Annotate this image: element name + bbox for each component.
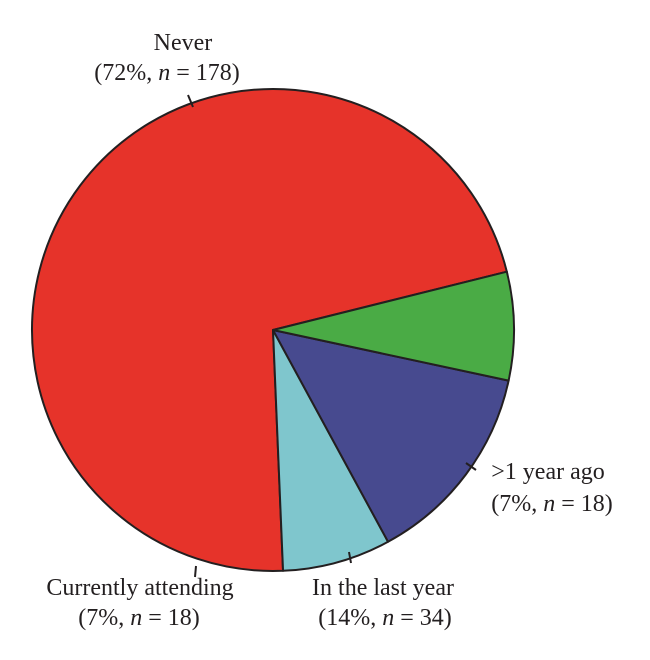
label-last-year: In the last year <box>312 575 454 601</box>
pie-slices <box>31 87 515 572</box>
label-over-1-year: >1 year ago <box>491 459 604 485</box>
leader-over-1-year <box>465 462 477 471</box>
label-currently-attending-stats: (7%, n = 18) <box>78 605 200 631</box>
label-over-1-year-stats: (7%, n = 18) <box>491 491 613 517</box>
leader-last-year <box>348 551 352 564</box>
label-never-stats: (72%, n = 178) <box>94 60 240 86</box>
label-over-1-year-name: >1 year ago <box>491 459 604 485</box>
label-last-year-name: In the last year <box>312 575 454 601</box>
leader-never <box>187 94 194 108</box>
slice-never <box>31 87 508 572</box>
label-currently-attending-name: Currently attending <box>46 575 233 601</box>
leader-currently-attending <box>194 565 197 578</box>
slice-over-1-year <box>272 329 390 572</box>
label-never: Never <box>154 30 213 56</box>
slice-currently-attending <box>272 270 515 382</box>
label-currently-attending: Currently attending <box>46 575 233 601</box>
label-last-year-stats: (14%, n = 34) <box>318 605 452 631</box>
label-never-name: Never <box>154 30 213 56</box>
slice-last-year <box>272 329 510 543</box>
